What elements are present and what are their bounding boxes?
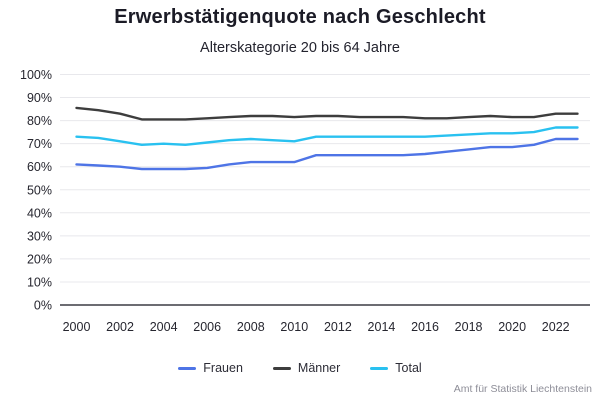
y-tick-label: 10% [27,275,52,289]
x-axis-labels: 2000 2002 2004 2006 2008 2010 2012 2014 2016 2018… [63,320,570,334]
legend-dash-icon [370,366,389,370]
y-tick-label: 20% [27,252,52,266]
gridlines [60,74,590,283]
x-tick-label: 2000 [63,320,91,334]
x-tick-label: 2004 [150,320,178,334]
source-credit: Amt für Statistik Liechtenstein [453,383,592,395]
chart-subtitle: Alterskategorie 20 bis 64 Jahre [200,40,400,56]
x-tick-label: 2020 [498,320,526,334]
x-tick-label: 2010 [280,320,308,334]
y-axis-labels: 0% 10% 20% 30% 40% 50% 60% 70% 80% 90% 100% [20,68,52,313]
y-tick-label: 100% [20,68,52,82]
y-tick-label: 0% [34,299,52,313]
legend-label: Frauen [203,361,243,375]
series-line-frauen [75,137,579,171]
y-tick-label: 70% [27,137,52,151]
legend-dash-icon [178,366,197,370]
x-tick-label: 2022 [542,320,570,334]
legend-dash-icon [272,366,291,370]
x-tick-label: 2014 [368,320,396,334]
legend-label: Männer [297,361,341,375]
legend-item-frauen[interactable]: Frauen [178,361,243,375]
series-lines [75,106,579,171]
y-tick-label: 50% [27,183,52,197]
x-tick-label: 2008 [237,320,265,334]
legend-item-maenner[interactable]: Männer [272,361,341,375]
chart-title: Erwerbstätigenquote nach Geschlecht [114,6,486,28]
y-tick-label: 30% [27,229,52,243]
y-tick-label: 60% [27,160,52,174]
x-tick-label: 2006 [193,320,221,334]
x-tick-label: 2002 [106,320,134,334]
y-tick-label: 90% [27,91,52,105]
series-line-männer [75,106,579,121]
x-tick-label: 2016 [411,320,439,334]
legend: Frauen Männer Total [0,361,600,375]
legend-label: Total [395,361,422,375]
legend-item-total[interactable]: Total [370,361,422,375]
x-tick-label: 2012 [324,320,352,334]
y-tick-label: 80% [27,114,52,128]
y-tick-label: 40% [27,206,52,220]
x-tick-label: 2018 [455,320,483,334]
series-line-total [75,126,579,147]
